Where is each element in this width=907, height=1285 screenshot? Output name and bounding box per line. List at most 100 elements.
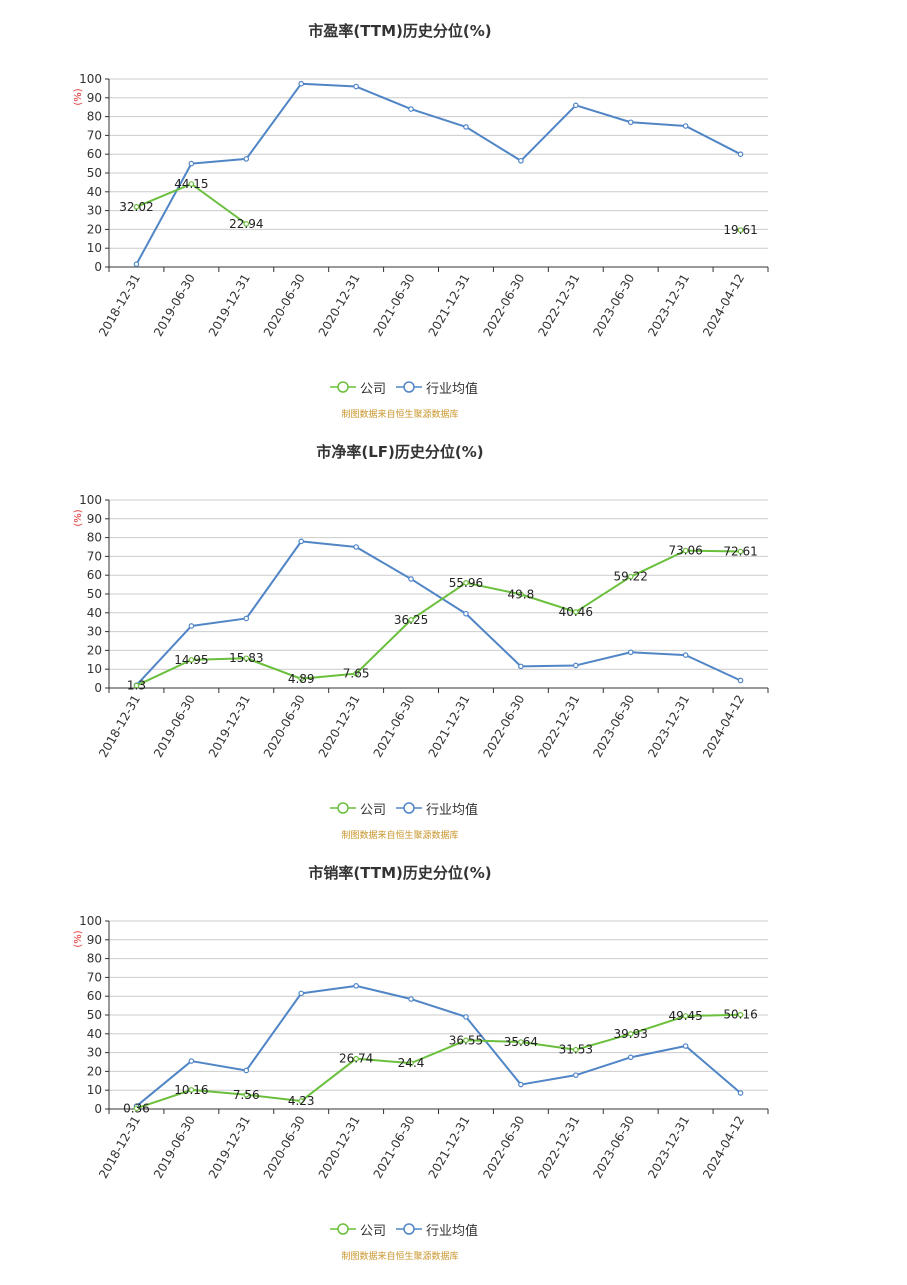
data-point-company[interactable] [133,1105,140,1112]
data-label: 59.22 [614,570,648,584]
data-point-industry[interactable] [353,983,359,989]
data-point-company[interactable] [353,670,359,677]
data-point-company[interactable] [188,657,195,663]
data-point-industry[interactable] [408,576,414,582]
data-point-industry[interactable] [243,615,250,622]
data-point-company[interactable] [298,1098,305,1104]
data-source-note: 制图数据来自恒生聚源数据库 [341,1252,459,1262]
data-point-company[interactable] [408,617,414,623]
legend-marker-icon [330,381,356,393]
data-point-company[interactable] [243,655,250,662]
legend-item-industry[interactable]: 行业均值 [396,378,478,397]
data-point-industry[interactable] [298,80,305,87]
data-point-company[interactable] [518,1039,524,1045]
data-point-industry[interactable] [627,119,634,126]
data-point-industry[interactable] [243,156,250,162]
data-point-industry[interactable] [737,677,744,684]
legend-item-company[interactable]: 公司 [330,378,386,397]
data-point-company[interactable] [572,609,579,615]
legend-label: 公司 [360,1223,387,1239]
data-point-industry[interactable] [572,662,579,669]
x-tick-label: 2020-12-31 [316,1114,363,1181]
data-point-company[interactable] [298,676,305,682]
data-point-company[interactable] [188,1087,195,1093]
y-tick-label: 30 [87,1046,102,1060]
data-source-note: 制图数据来自恒生聚源数据库 [341,831,459,841]
data-point-industry[interactable] [463,124,469,130]
data-point-industry[interactable] [572,102,579,109]
data-point-company[interactable] [133,204,140,210]
legend-item-industry[interactable]: 行业均值 [396,1220,478,1239]
data-point-company[interactable] [682,547,689,554]
data-point-company[interactable] [188,181,195,187]
data-point-industry[interactable] [627,649,634,656]
legend-item-company[interactable]: 公司 [330,799,386,818]
y-tick-label: 50 [87,587,102,601]
data-point-industry[interactable] [737,1090,744,1096]
data-point-industry[interactable] [243,1067,250,1074]
data-point-industry[interactable] [133,261,140,267]
data-point-industry[interactable] [353,544,359,550]
x-tick-label: 2024-04-12 [700,693,747,760]
data-point-company[interactable] [133,682,140,689]
data-point-industry[interactable] [298,538,305,545]
series-line-industry [135,984,742,1107]
x-tick-label: 2022-12-31 [535,1114,582,1181]
x-tick-label: 2022-06-30 [480,693,527,760]
data-point-company[interactable] [353,1055,359,1062]
data-point-industry[interactable] [572,1072,579,1078]
data-point-industry[interactable] [682,652,689,658]
data-point-company[interactable] [243,221,250,227]
data-label: 19.61 [723,223,757,237]
data-point-industry[interactable] [682,1043,689,1049]
data-source-note: 制图数据来自恒生聚源数据库 [341,410,459,420]
data-point-industry[interactable] [518,157,524,164]
legend-item-company[interactable]: 公司 [330,1220,386,1239]
legend-item-industry[interactable]: 行业均值 [396,799,478,818]
data-point-industry[interactable] [682,123,689,129]
data-point-industry[interactable] [353,83,359,90]
legend-marker-icon [396,802,423,814]
data-point-company[interactable] [627,1031,634,1037]
data-label: 4.89 [288,672,315,686]
data-point-industry[interactable] [463,610,469,617]
data-point-industry[interactable] [518,1081,524,1088]
y-tick-label: 60 [87,989,102,1003]
x-tick-label: 2019-12-31 [206,272,253,339]
data-point-industry[interactable] [408,996,414,1002]
data-point-company[interactable] [682,1013,689,1019]
data-point-industry[interactable] [188,1058,195,1064]
data-point-industry[interactable] [188,623,195,629]
data-point-company[interactable] [463,1037,469,1044]
data-point-industry[interactable] [463,1014,469,1020]
data-label: 32.02 [119,200,153,214]
chart-title: 市净率(LF)历史分位(%) [316,443,484,461]
data-point-company[interactable] [627,573,634,580]
data-point-industry[interactable] [188,160,195,167]
x-tick-label: 2020-06-30 [261,272,308,339]
legend-marker-icon [330,1223,356,1235]
data-point-company[interactable] [243,1091,250,1098]
data-point-industry[interactable] [408,106,414,112]
data-label: 7.56 [233,1088,260,1102]
y-tick-label: 70 [87,970,102,984]
data-label: 31.53 [559,1043,593,1057]
data-point-company[interactable] [463,579,469,586]
data-point-company[interactable] [737,548,744,555]
y-tick-label: 40 [87,606,102,620]
legend-label: 公司 [360,802,387,818]
y-tick-label: 20 [87,1064,102,1078]
data-point-industry[interactable] [298,990,305,997]
data-point-company[interactable] [572,1046,579,1053]
data-point-company[interactable] [737,1011,744,1018]
data-point-industry[interactable] [737,151,744,158]
data-label: 50.16 [723,1008,757,1022]
data-point-industry[interactable] [627,1054,634,1061]
data-point-company[interactable] [737,227,744,233]
x-tick-label: 2024-04-12 [700,272,747,339]
data-point-industry[interactable] [518,663,524,670]
data-point-company[interactable] [408,1060,414,1066]
data-point-company[interactable] [518,591,524,598]
